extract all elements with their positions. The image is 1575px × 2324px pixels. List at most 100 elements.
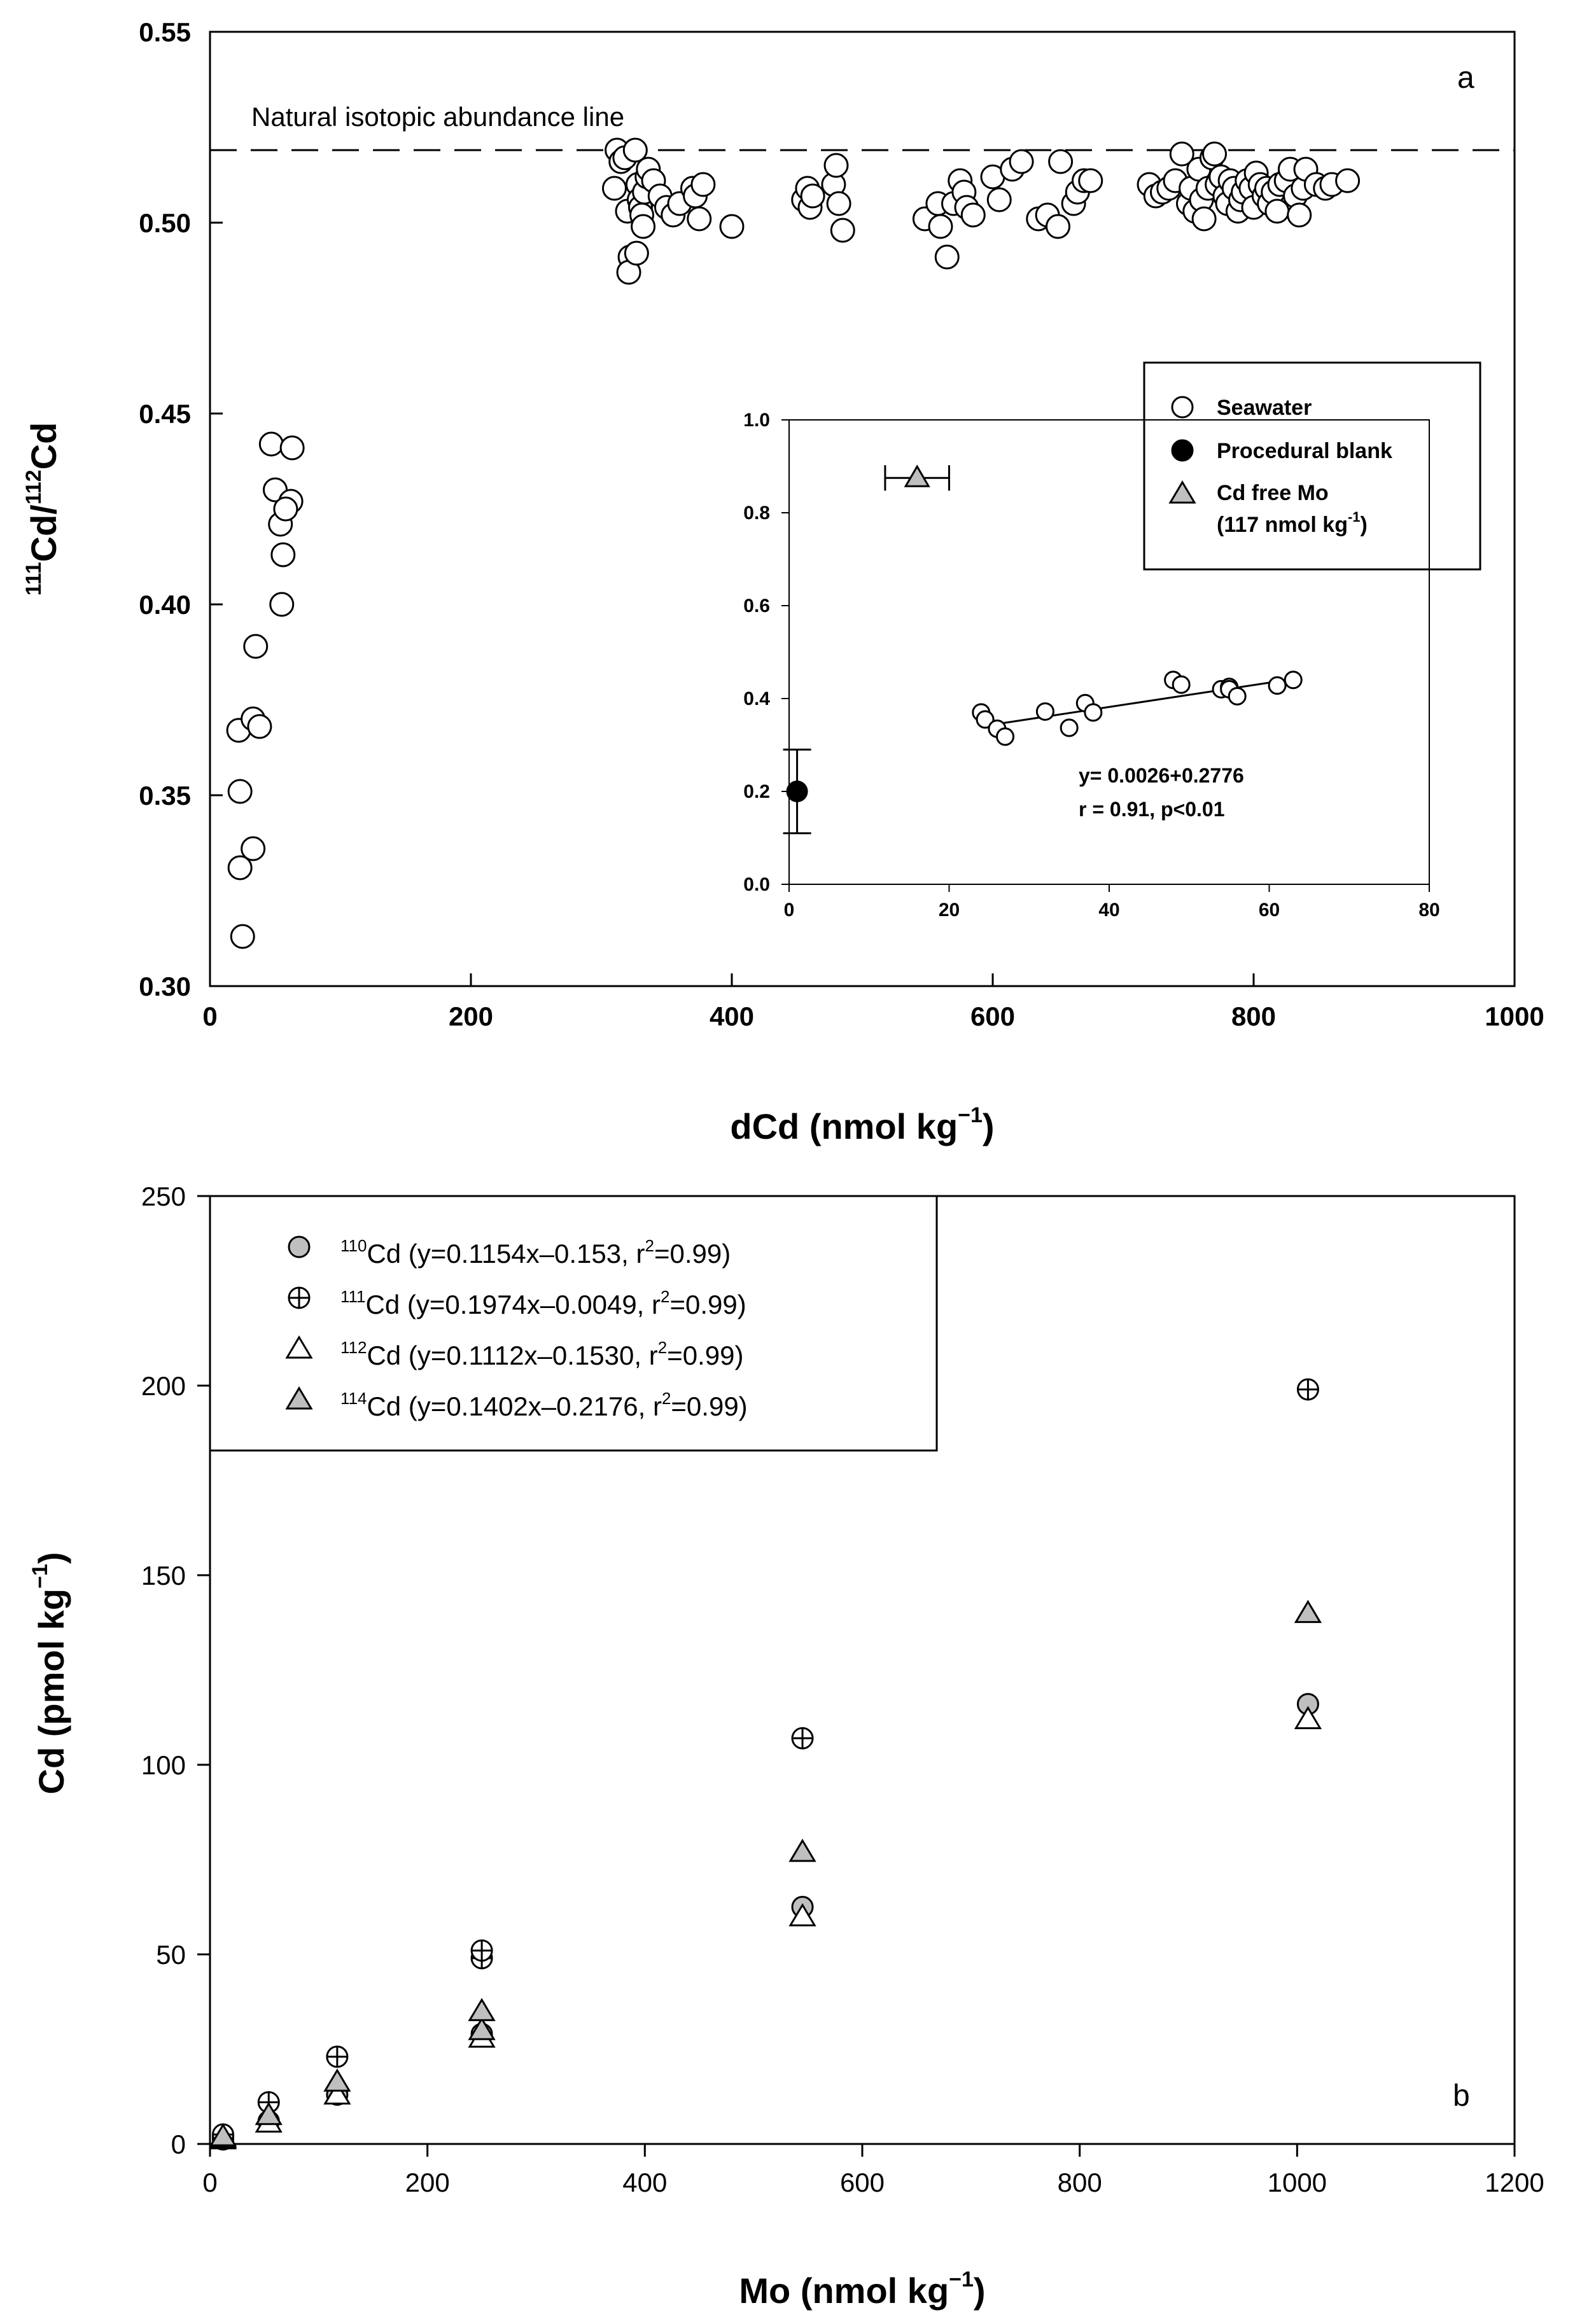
panel-a: 0 200 400 600 800 10000.300.350.400.450.500.5… — [22, 17, 1544, 1146]
inset-seawater-point — [1268, 676, 1287, 695]
inset-x-tick-label: 20 — [939, 900, 960, 921]
cd114-point — [468, 2017, 496, 2040]
inset-seawater-point — [1060, 718, 1079, 737]
cd-free-mo-point-group — [884, 464, 950, 491]
cd111-legend-marker — [288, 1286, 311, 1309]
panel-b-y-tick-label: 150 — [141, 1561, 186, 1590]
seawater-point — [687, 206, 712, 232]
panel-b: 0 200 400 600 800 1000 1200 0 50 100 150 200 250 b M… — [28, 1181, 1544, 2311]
cd114-legend-label: 114Cd (y=0.1402x–0.2176, r2=0.99) — [340, 1389, 748, 1421]
seawater-point — [1048, 149, 1074, 174]
inset-y-tick-label: 0.8 — [743, 503, 770, 524]
panel-a-y-tick-label: 0.40 — [139, 590, 191, 620]
seawater-point — [1202, 141, 1227, 167]
panel-b-letter: b — [1453, 2079, 1470, 2113]
inset-tick-labels: 0 20 40 60 80 0.0 0.2 0.4 0.6 0.8 1.0 — [743, 410, 1439, 921]
panel-b-legend-box — [209, 1195, 938, 1452]
procedural-blank-point — [786, 781, 808, 802]
inset-y-tick-label: 0.6 — [743, 595, 770, 616]
inset-regression-equation: y= 0.0026+0.2776 — [1079, 764, 1244, 787]
panel-a-x-tick-label: 600 — [970, 1001, 1015, 1031]
panel-b-x-axis-label: Mo (nmol kg−1) — [739, 2267, 985, 2311]
panel-a-letter: a — [1457, 61, 1474, 95]
cd114-point — [209, 2123, 237, 2147]
seawater-point — [269, 592, 295, 617]
panel-a-y-tick-label: 0.55 — [139, 17, 191, 47]
panel-b-y-tick-label: 0 — [171, 2129, 186, 2159]
seawater-legend-label: Seawater — [1217, 396, 1312, 420]
seawater-point — [986, 187, 1012, 212]
inset-regression-stats: r = 0.91, p<0.01 — [1079, 798, 1225, 821]
seawater-point — [1335, 168, 1361, 193]
seawater-point — [1264, 198, 1290, 224]
seawater-point — [719, 214, 745, 239]
inset-seawater-point — [1284, 671, 1303, 690]
panel-a-x-tick-label: 0 — [202, 1001, 217, 1031]
panel-b-x-tick-label: 200 — [405, 2167, 450, 2197]
cd114-legend-marker — [285, 1386, 313, 1410]
panel-b-x-tick-label: 1000 — [1268, 2167, 1327, 2197]
panel-a-y-axis-label: 111Cd/112Cd — [22, 422, 64, 596]
cd110-legend-label: 110Cd (y=0.1154x–0.153, r2=0.99) — [340, 1236, 731, 1269]
inset-seawater-point — [1172, 675, 1191, 694]
inset-seawater-point — [996, 727, 1015, 746]
cd111-legend-label: 111Cd (y=0.1974x–0.0049, r2=0.99) — [340, 1287, 746, 1319]
natural-abundance-label: Natural isotopic abundance line — [251, 102, 624, 132]
cd112-point — [788, 1903, 816, 1926]
panel-a-legend-box — [1143, 361, 1481, 571]
panel-a-y-tick-label: 0.50 — [139, 208, 191, 238]
cd114-point — [788, 1839, 816, 1862]
cd112-point — [323, 2081, 351, 2105]
panel-b-x-tick-label: 400 — [622, 2167, 667, 2197]
panel-a-plot-frame — [209, 31, 1516, 987]
seawater-point — [624, 240, 649, 266]
inset-y-tick-label: 0.0 — [743, 874, 770, 895]
cd111-point — [470, 1939, 493, 1962]
seawater-point — [826, 191, 851, 216]
panel-a-x-tick-label: 800 — [1231, 1001, 1276, 1031]
cd114-point — [323, 2068, 351, 2092]
panel-a-inset: 0 20 40 60 80 0.0 0.2 0.4 0.6 0.8 1.0 y= 0.0026+0.… — [743, 410, 1439, 921]
panel-b-y-axis-label: Cd (pmol kg−1) — [28, 1552, 71, 1795]
seawater-point — [1169, 141, 1194, 167]
seawater-point — [960, 202, 986, 228]
seawater-point — [830, 218, 855, 243]
inset-x-tick-label: 80 — [1418, 900, 1439, 921]
panel-a-y-tick-label: 0.35 — [139, 781, 191, 811]
seawater-point — [1046, 214, 1070, 239]
seawater-point — [270, 542, 296, 567]
inset-regression-line — [981, 678, 1294, 728]
seawater-point — [279, 435, 305, 461]
cd110-legend-marker — [288, 1235, 311, 1258]
panel-a-y-tick-label: 0.30 — [139, 971, 191, 1001]
inset-ticks — [781, 419, 1430, 892]
seawater-point — [258, 431, 284, 457]
panel-b-points — [209, 1378, 1322, 2151]
panel-a-seawater-points — [226, 137, 1361, 949]
cd114-point — [1294, 1599, 1322, 1624]
panel-a-x-tick-label: 1000 — [1485, 1001, 1544, 1031]
cd-free-mo-legend-sublabel: (117 nmol kg-1) — [1217, 509, 1368, 537]
seawater-point — [243, 634, 269, 659]
seawater-point — [273, 496, 298, 522]
cd114-point — [468, 1998, 496, 2021]
panel-b-legend: 110Cd (y=0.1154x–0.153, r2=0.99) 111Cd (… — [209, 1195, 938, 1452]
panel-b-y-tick-label: 250 — [141, 1181, 186, 1211]
inset-y-tick-label: 1.0 — [743, 410, 770, 431]
panel-b-y-tick-label: 50 — [156, 1940, 186, 1970]
inset-x-tick-label: 40 — [1098, 900, 1119, 921]
cd114-point — [255, 2101, 283, 2126]
panel-a-legend: Seawater Procedural blank Cd free Mo (11… — [1143, 361, 1481, 571]
procedural-blank-point-group — [783, 748, 811, 835]
cd111-point — [326, 2045, 349, 2068]
inset-y-tick-label: 0.2 — [743, 781, 770, 802]
inset-x-tick-label: 0 — [784, 900, 795, 921]
panel-b-y-tick-label: 200 — [141, 1371, 186, 1401]
cd112-legend-label: 112Cd (y=0.1112x–0.1530, r2=0.99) — [340, 1338, 743, 1370]
seawater-point — [622, 137, 648, 163]
seawater-point — [928, 214, 953, 239]
seawater-point — [690, 172, 716, 197]
seawater-point — [227, 779, 253, 804]
panel-a-x-axis-label: dCd (nmol kg−1) — [730, 1103, 994, 1146]
